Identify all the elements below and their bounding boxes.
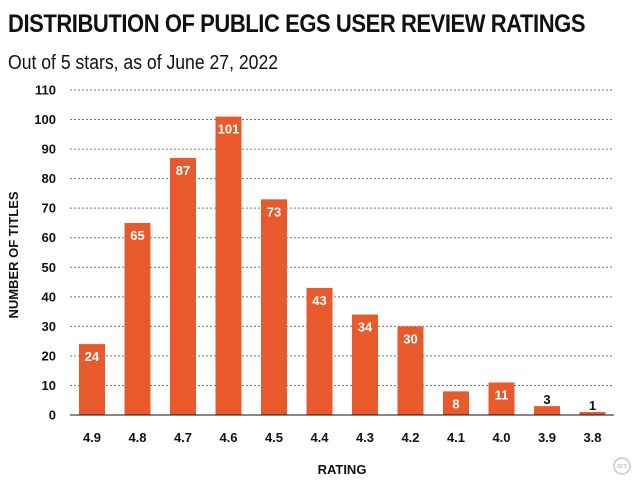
bar [215, 116, 242, 415]
x-tick-label: 3.8 [583, 430, 601, 445]
bar-value-label: 8 [452, 396, 459, 411]
bar-value-label: 87 [176, 163, 190, 178]
bar [306, 287, 333, 415]
y-tick-label: 70 [42, 201, 56, 216]
bar-value-label: 73 [267, 204, 281, 219]
bar-labels: 24 65 87 101 73 43 34 30 8 11 3 1 [85, 122, 596, 413]
x-tick-label: 4.9 [83, 430, 101, 445]
x-axis-ticks: 4.9 4.8 4.7 4.6 4.5 4.4 4.3 4.2 4.1 4.0 3.9 3.8 [83, 430, 602, 445]
x-axis-title: RATING [318, 462, 367, 477]
bar-value-label: 3 [543, 392, 550, 407]
y-tick-label: 0 [49, 408, 56, 423]
bar-value-label: 1 [589, 398, 596, 413]
bar [443, 391, 469, 415]
bar [488, 382, 515, 415]
bar-value-label: 11 [495, 388, 509, 403]
y-tick-label: 20 [42, 348, 56, 363]
bar [397, 326, 424, 415]
x-tick-label: 4.8 [128, 430, 146, 445]
bar-value-label: 34 [358, 320, 373, 335]
y-tick-label: 100 [34, 112, 56, 127]
bar-value-label: 30 [403, 331, 417, 346]
y-tick-label: 60 [42, 230, 56, 245]
y-tick-label: 10 [42, 378, 56, 393]
bar [124, 222, 151, 415]
x-tick-label: 4.5 [265, 430, 283, 445]
chart-title: DISTRIBUTION OF PUBLIC EGS USER REVIEW R… [8, 10, 586, 38]
x-tick-label: 4.7 [174, 430, 192, 445]
bar [579, 412, 606, 415]
bar [534, 406, 560, 415]
y-axis-title: NUMBER OF TITLES [6, 191, 21, 318]
y-tick-label: 40 [42, 289, 56, 304]
bar [79, 344, 105, 415]
y-tick-label: 80 [42, 171, 56, 186]
bar [261, 199, 287, 415]
y-tick-label: 90 [42, 142, 56, 157]
x-tick-label: 4.3 [356, 430, 374, 445]
x-tick-label: 4.0 [492, 430, 510, 445]
bar-value-label: 65 [130, 228, 144, 243]
ars-logo: ars [613, 457, 631, 475]
bar [170, 157, 196, 416]
chart-subtitle: Out of 5 stars, as of June 27, 2022 [8, 52, 279, 74]
x-tick-label: 4.2 [401, 430, 419, 445]
y-tick-label: 30 [42, 319, 56, 334]
x-tick-label: 4.6 [219, 430, 237, 445]
bar-value-label: 43 [312, 293, 326, 308]
x-tick-label: 4.1 [447, 430, 465, 445]
bars [79, 116, 606, 416]
bar-value-label: 24 [85, 349, 100, 364]
y-tick-label: 50 [42, 260, 56, 275]
y-axis-ticks: 0 10 20 30 40 50 60 70 80 90 100 110 [34, 83, 56, 423]
svg-text:ars: ars [617, 463, 627, 470]
bar-value-label: 101 [218, 122, 240, 137]
y-tick-label: 110 [35, 83, 56, 98]
x-tick-label: 3.9 [538, 430, 556, 445]
bar [352, 314, 378, 415]
x-tick-label: 4.4 [310, 430, 329, 445]
grid-lines [70, 89, 614, 386]
